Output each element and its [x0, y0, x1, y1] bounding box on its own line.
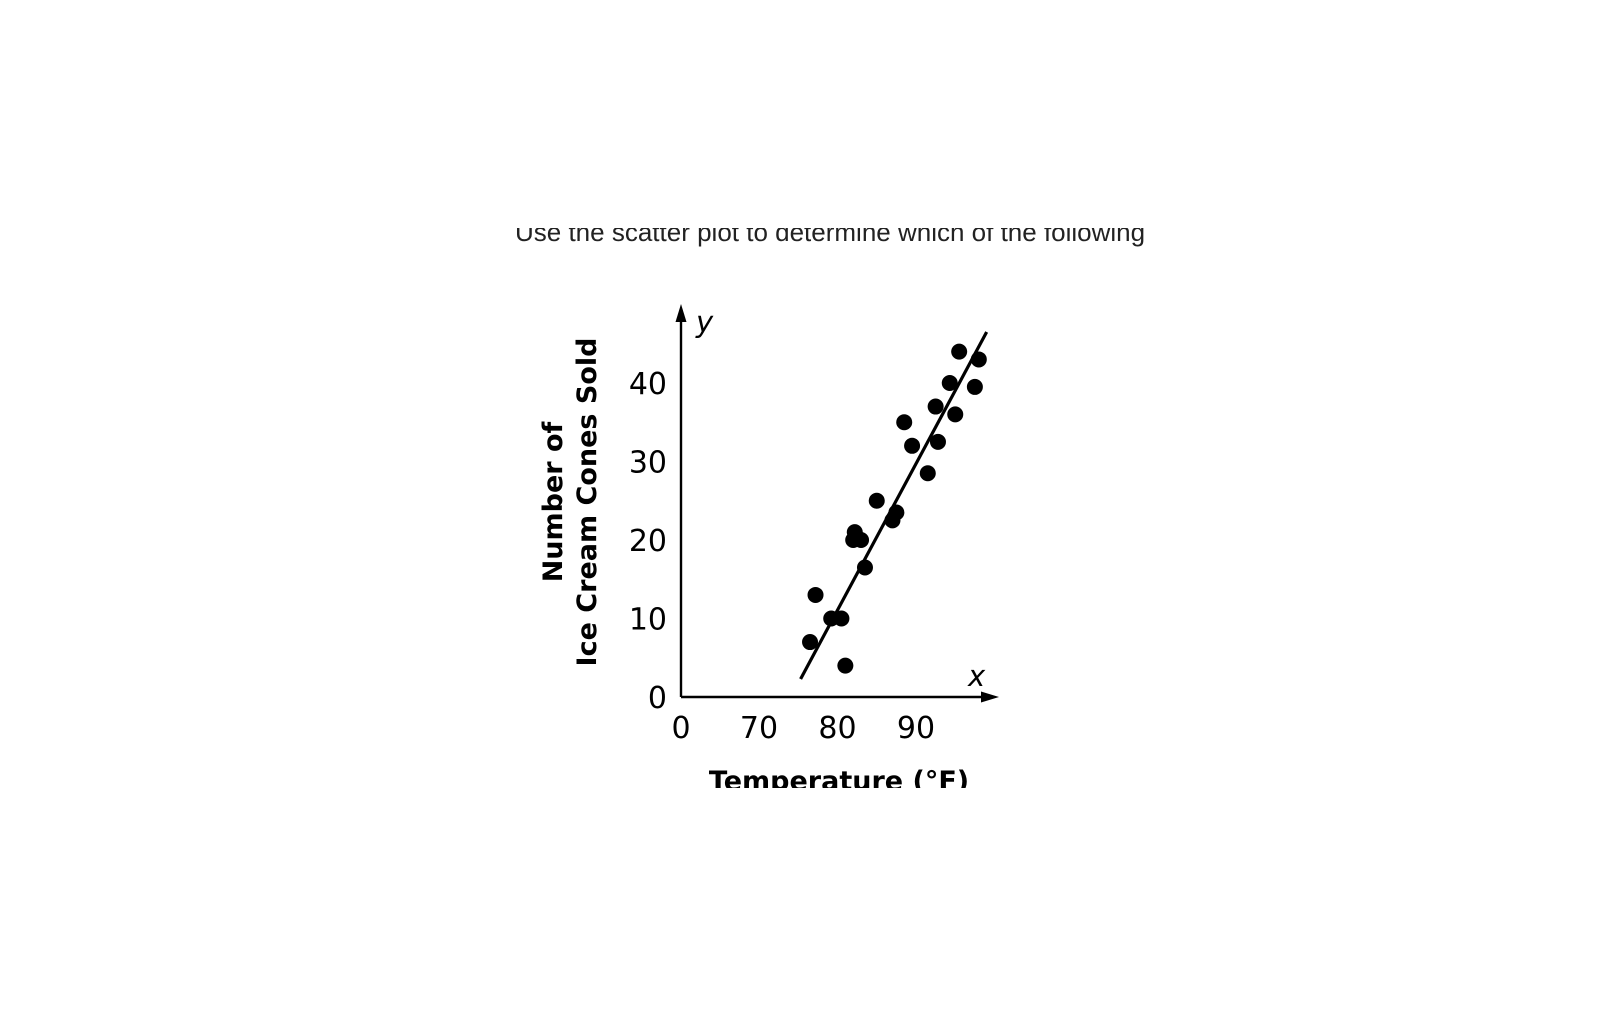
x-tick-label: 70 [740, 711, 778, 746]
y-tick-label: 10 [629, 603, 667, 638]
scatter-point [802, 634, 819, 651]
scatter-point [807, 586, 824, 603]
question-prompt: Use the scatter plot to determine which … [505, 228, 1150, 254]
scatter-point [904, 437, 921, 454]
x-axis-variable-label: x [967, 659, 986, 693]
scatter-point [856, 559, 873, 576]
scatter-chart: y x 0 0 Temperature (°F) Number of Ice C… [538, 304, 999, 788]
question-text: Use the scatter plot to determine which … [515, 228, 1146, 247]
scatter-point [837, 657, 854, 674]
scatter-point [951, 343, 968, 360]
scatter-point [947, 406, 964, 423]
scatter-point [833, 610, 850, 627]
y-axis-title-line-2: Ice Cream Cones Sold [572, 338, 603, 667]
data-points [802, 343, 987, 674]
x-axis-arrowhead [981, 691, 999, 703]
scatter-point [929, 433, 946, 450]
x-axis-title: Temperature (°F) [709, 766, 969, 788]
chart-container: y x 0 0 Temperature (°F) Number of Ice C… [505, 282, 1075, 788]
scatter-point [919, 465, 936, 482]
x-tick-label: 80 [818, 711, 856, 746]
scatter-point [927, 398, 944, 415]
y-axis-arrowhead [675, 304, 687, 322]
y-axis-title-line-1: Number of [538, 421, 569, 582]
scatter-point [853, 532, 870, 548]
scatter-point [970, 351, 987, 368]
y-tick-label: 30 [629, 446, 667, 481]
y-tick-label: 40 [629, 367, 667, 402]
scatter-point [888, 504, 905, 521]
scatter-point [966, 378, 983, 395]
scatter-point [896, 414, 913, 431]
y-axis-variable-label: y [695, 305, 714, 339]
scatter-point [941, 375, 958, 391]
y-origin-label: 0 [648, 681, 667, 716]
x-tick-label: 90 [897, 711, 935, 746]
y-tick-label: 20 [629, 524, 667, 559]
tick-labels: 70 80 90 10 20 30 40 [629, 367, 935, 746]
x-origin-label: 0 [671, 711, 690, 746]
scatter-point [868, 492, 885, 509]
